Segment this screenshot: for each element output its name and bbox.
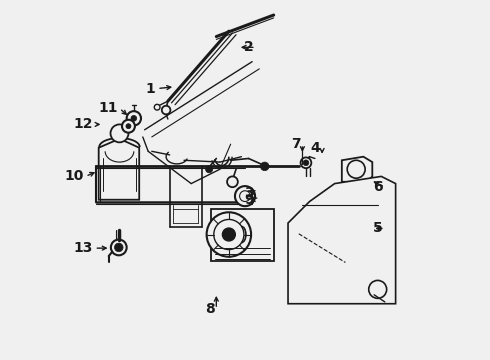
Circle shape xyxy=(303,160,309,166)
Circle shape xyxy=(115,243,123,252)
Text: 11: 11 xyxy=(98,101,118,115)
Circle shape xyxy=(205,166,213,173)
Circle shape xyxy=(122,120,135,133)
Text: 10: 10 xyxy=(64,170,84,183)
Polygon shape xyxy=(342,157,372,182)
Circle shape xyxy=(368,280,387,298)
Text: 3: 3 xyxy=(245,185,254,199)
Circle shape xyxy=(260,162,269,171)
Circle shape xyxy=(207,212,251,257)
Circle shape xyxy=(162,106,171,114)
Circle shape xyxy=(154,104,160,110)
Circle shape xyxy=(347,160,365,178)
FancyBboxPatch shape xyxy=(211,209,274,261)
Circle shape xyxy=(227,176,238,187)
Text: 2: 2 xyxy=(244,40,254,54)
Circle shape xyxy=(300,157,311,168)
Circle shape xyxy=(214,220,244,249)
Text: 4: 4 xyxy=(311,141,320,155)
Circle shape xyxy=(222,228,235,241)
Text: 1: 1 xyxy=(146,82,155,95)
Circle shape xyxy=(131,116,137,121)
Circle shape xyxy=(111,239,126,255)
Text: 12: 12 xyxy=(73,117,93,131)
Circle shape xyxy=(111,125,128,142)
Circle shape xyxy=(235,186,255,206)
Polygon shape xyxy=(288,176,395,304)
Text: 13: 13 xyxy=(73,241,93,255)
Circle shape xyxy=(349,225,364,239)
Text: 8: 8 xyxy=(205,302,215,316)
Text: 6: 6 xyxy=(373,180,383,194)
Text: 5: 5 xyxy=(373,221,383,235)
Circle shape xyxy=(240,191,250,202)
Text: 7: 7 xyxy=(291,137,300,151)
Polygon shape xyxy=(98,139,139,200)
Text: 9: 9 xyxy=(245,193,254,207)
Circle shape xyxy=(126,124,131,129)
Circle shape xyxy=(126,111,141,126)
